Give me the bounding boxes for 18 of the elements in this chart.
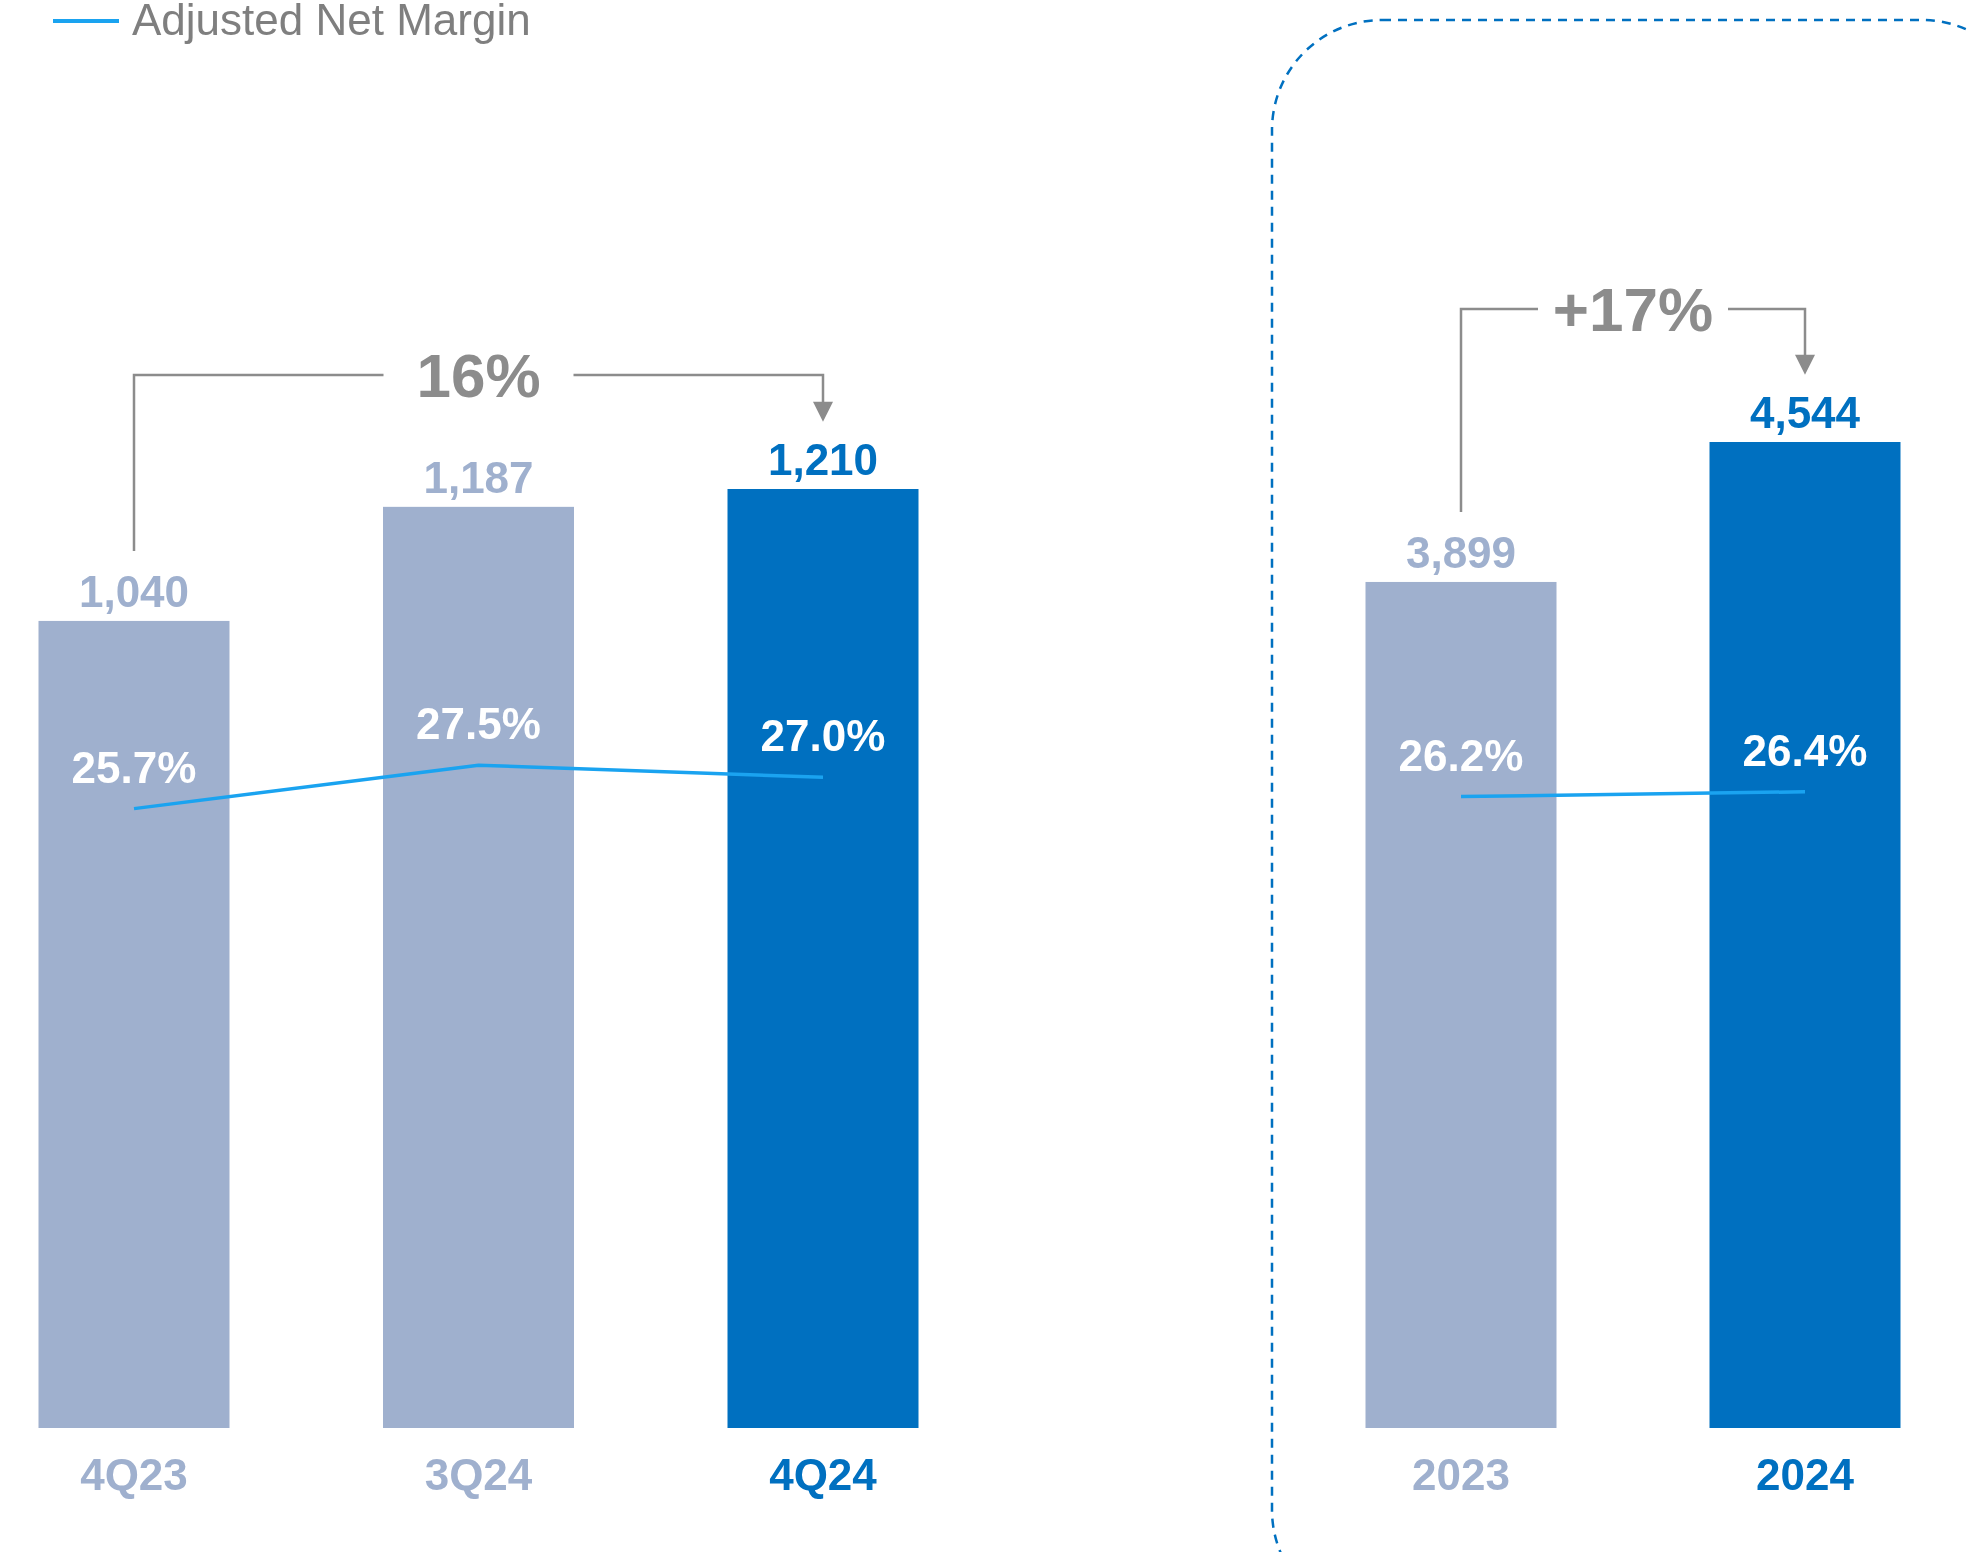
data-label: 27.5% <box>416 699 541 749</box>
x-tick-label: 3Q24 <box>424 1450 533 1499</box>
data-label: 27.0% <box>760 711 886 761</box>
data-label: 25.7% <box>71 742 197 792</box>
data-label: 1,040 <box>78 566 190 616</box>
data-label: 1,187 <box>423 452 534 502</box>
x-tick-label: 4Q24 <box>769 1450 878 1499</box>
x-tick-label: 4Q23 <box>80 1450 188 1499</box>
data-label: 4,544 <box>1749 388 1861 437</box>
data-label: 26.2% <box>1398 730 1524 780</box>
data-label: 26.4% <box>1742 725 1868 775</box>
data-label: 1,210 <box>767 435 879 484</box>
data-label: 3,899 <box>1405 527 1517 577</box>
text: +17% <box>1552 275 1714 344</box>
x-tick-label: 2024 <box>1756 1450 1855 1499</box>
x-tick-label: 2023 <box>1412 1450 1510 1499</box>
legend-label: Adjusted Net Margin <box>132 0 531 44</box>
text: 16% <box>416 341 541 410</box>
